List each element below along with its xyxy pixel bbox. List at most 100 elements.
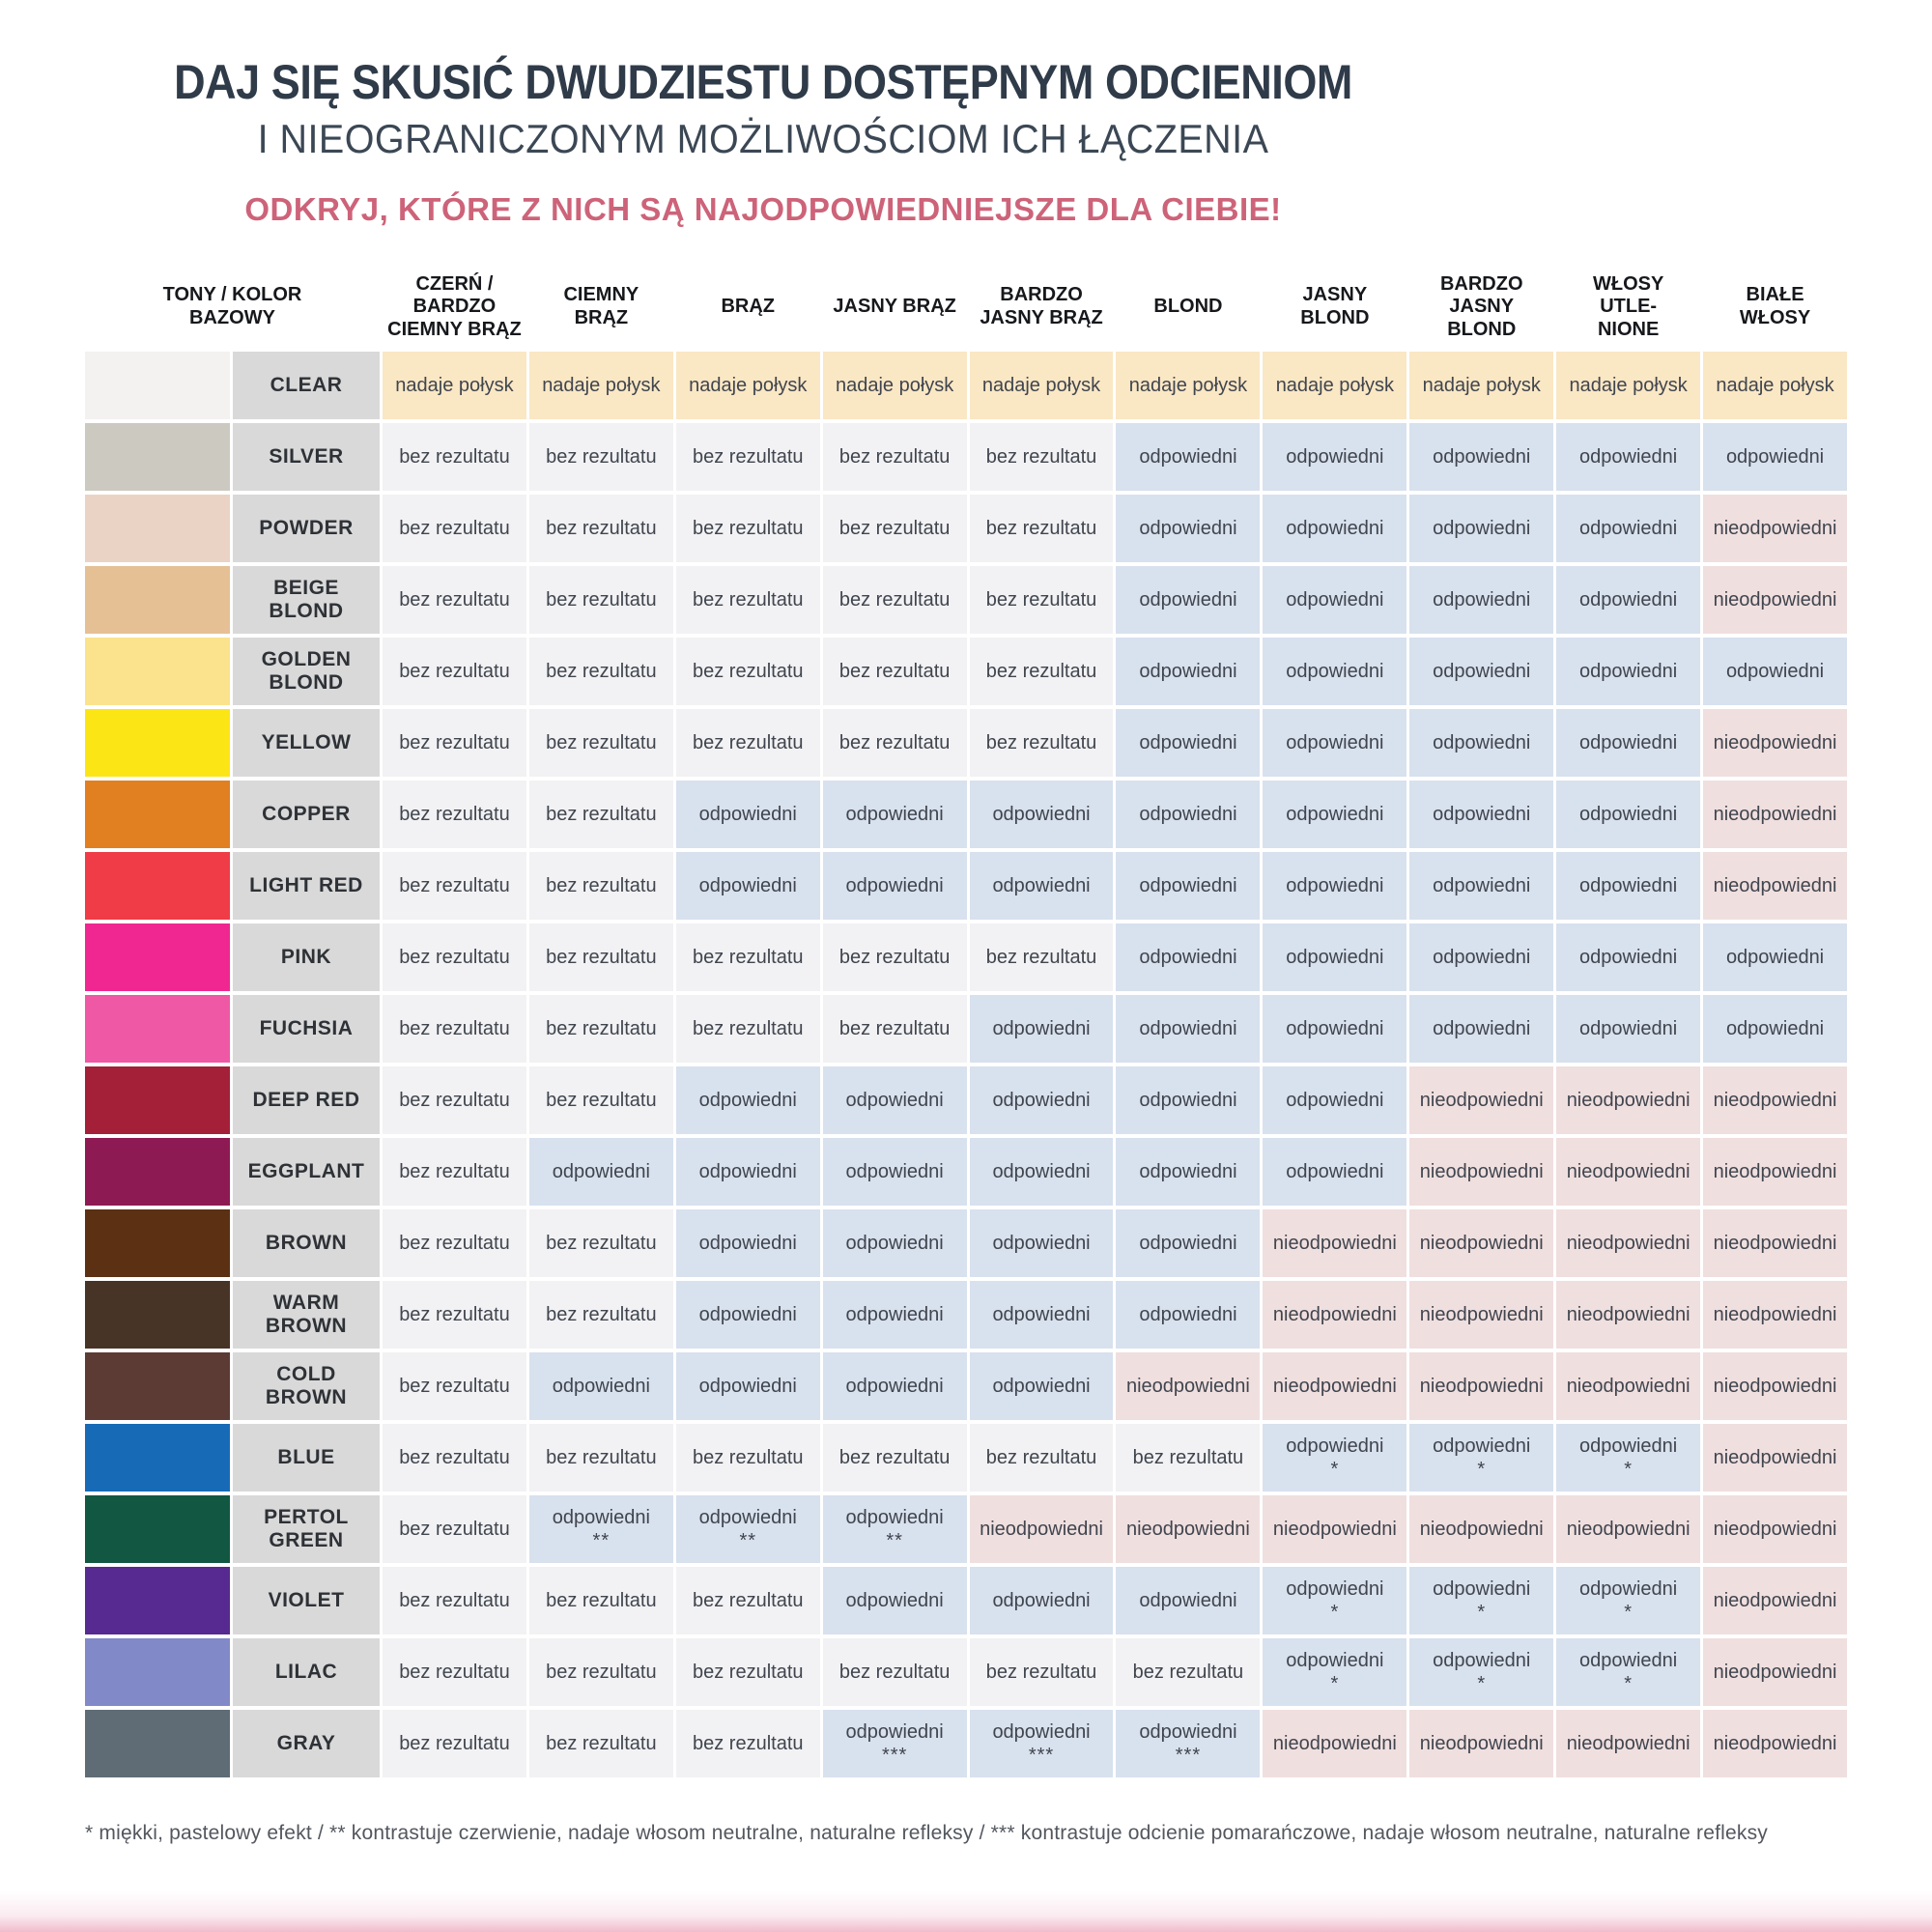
result-label: odpowiedni <box>1579 661 1678 682</box>
result-cell: odpowiedni <box>1409 781 1554 848</box>
result-label: nieodpowiedni <box>1713 1304 1837 1325</box>
result-cell: odpowiedni <box>675 1352 820 1420</box>
result-label: bez rezultatu <box>399 947 510 968</box>
tone-swatch <box>85 1209 230 1277</box>
result-label: odpowiedni <box>1139 1233 1237 1254</box>
result-cell: nieodpowiedni <box>1409 1281 1554 1349</box>
result-cell: bez rezultatu <box>383 566 526 634</box>
result-cell: bez rezultatu <box>675 1567 820 1634</box>
result-label: bez rezultatu <box>692 589 804 611</box>
result-label: bez rezultatu <box>546 1304 657 1325</box>
result-cell: odpowiedni <box>822 1352 967 1420</box>
result-label: bez rezultatu <box>546 1233 657 1254</box>
result-label: bez rezultatu <box>1132 1447 1244 1468</box>
result-cell: odpowiedni <box>1409 923 1554 991</box>
tone-name: POWDER <box>233 495 380 562</box>
result-label: odpowiedni <box>1286 589 1384 611</box>
result-label: nieodpowiedni <box>1713 1161 1837 1182</box>
result-label: bez rezultatu <box>399 1447 510 1468</box>
result-cell: bez rezultatu <box>969 566 1114 634</box>
tone-name: LILAC <box>233 1638 380 1706</box>
result-cell: odpowiedni <box>675 852 820 920</box>
result-cell: bez rezultatu <box>528 495 673 562</box>
result-cell: bez rezultatu <box>969 638 1114 705</box>
result-cell: nieodpowiedni <box>1409 1138 1554 1206</box>
result-cell: bez rezultatu <box>528 923 673 991</box>
tone-name: GOLDEN BLOND <box>233 638 380 705</box>
result-cell: odpowiedni <box>1116 1138 1261 1206</box>
result-label: odpowiedni <box>1139 1590 1237 1611</box>
result-cell: odpowiedni <box>822 1281 967 1349</box>
result-label: odpowiedni <box>1433 1650 1531 1671</box>
result-cell: odpowiedni <box>1263 638 1407 705</box>
result-cell: nieodpowiedni <box>1556 1066 1701 1134</box>
result-cell: odpowiedni <box>1703 995 1847 1063</box>
result-cell: bez rezultatu <box>528 638 673 705</box>
result-cell: odpowiedni ** <box>675 1495 820 1563</box>
page-subtitle: I NIEOGRANICZONYM MOŻLIWOŚCIOM ICH ŁĄCZE… <box>257 116 1269 161</box>
result-cell: odpowiedni <box>1116 852 1261 920</box>
result-label: odpowiedni <box>1433 875 1531 896</box>
bottom-accent-bar <box>0 1891 1932 1932</box>
result-cell: odpowiedni <box>528 1138 673 1206</box>
tone-swatch <box>85 1281 230 1349</box>
result-cell: bez rezultatu <box>383 1138 526 1206</box>
result-label: nieodpowiedni <box>980 1519 1103 1540</box>
column-header-1: CZERŃ / BARDZO CIEMNY BRĄZ <box>383 267 526 348</box>
result-label: nieodpowiedni <box>1713 1447 1837 1468</box>
result-label: odpowiedni <box>1286 947 1384 968</box>
tone-swatch <box>85 1352 230 1420</box>
result-cell: nieodpowiedni <box>1409 1352 1554 1420</box>
result-label: nadaje połysk <box>542 375 661 396</box>
result-label: nieodpowiedni <box>1713 732 1837 753</box>
result-label: nieodpowiedni <box>1419 1376 1544 1397</box>
result-cell: bez rezultatu <box>822 566 967 634</box>
result-label: odpowiedni <box>698 804 797 825</box>
result-footnote-marker: *** <box>881 1745 908 1766</box>
result-label: odpowiedni <box>1579 947 1678 968</box>
result-label: bez rezultatu <box>985 732 1097 753</box>
result-cell: odpowiedni <box>822 1567 967 1634</box>
result-cell: bez rezultatu <box>528 1209 673 1277</box>
page-tagline: ODKRYJ, KTÓRE Z NICH SĄ NAJODPOWIEDNIEJS… <box>244 191 1282 227</box>
tone-swatch <box>85 1066 230 1134</box>
result-cell: nieodpowiedni <box>1556 1209 1701 1277</box>
result-cell: nadaje połysk <box>675 352 820 419</box>
result-label: bez rezultatu <box>546 1590 657 1611</box>
result-cell: bez rezultatu <box>383 1352 526 1420</box>
tone-swatch <box>85 1495 230 1563</box>
tone-name: SILVER <box>233 423 380 491</box>
result-cell: bez rezultatu <box>822 1424 967 1492</box>
result-label: odpowiedni <box>845 1304 944 1325</box>
result-label: odpowiedni <box>1139 1090 1237 1111</box>
result-label: odpowiedni <box>1579 446 1678 468</box>
result-label: nieodpowiedni <box>1272 1304 1397 1325</box>
tone-name: PINK <box>233 923 380 991</box>
result-cell: odpowiedni <box>1116 1066 1261 1134</box>
result-label: odpowiedni <box>845 1233 944 1254</box>
result-label: odpowiedni <box>992 875 1091 896</box>
result-cell: odpowiedni <box>969 1352 1114 1420</box>
result-cell: odpowiedni <box>1409 566 1554 634</box>
result-label: bez rezultatu <box>546 1662 657 1683</box>
tone-name: BROWN <box>233 1209 380 1277</box>
result-label: odpowiedni <box>845 1161 944 1182</box>
result-cell: nieodpowiedni <box>1116 1352 1261 1420</box>
result-cell: bez rezultatu <box>675 1638 820 1706</box>
result-cell: bez rezultatu <box>528 1281 673 1349</box>
result-label: bez rezultatu <box>985 947 1097 968</box>
result-cell: bez rezultatu <box>675 923 820 991</box>
result-label: nadaje połysk <box>981 375 1101 396</box>
result-cell: nieodpowiedni <box>1703 1352 1847 1420</box>
result-label: nieodpowiedni <box>1566 1233 1690 1254</box>
result-cell: nieodpowiedni <box>1263 1710 1407 1777</box>
result-label: bez rezultatu <box>399 1018 510 1039</box>
tone-swatch <box>85 1638 230 1706</box>
column-header-6: BLOND <box>1116 267 1261 348</box>
result-label: nieodpowiedni <box>1272 1519 1397 1540</box>
title-block: DAJ SIĘ SKUSIĆ DWUDZIESTU DOSTĘPNYM ODCI… <box>0 0 1526 228</box>
result-label: nieodpowiedni <box>1419 1519 1544 1540</box>
result-cell: bez rezultatu <box>383 709 526 777</box>
result-cell: bez rezultatu <box>528 566 673 634</box>
result-cell: nieodpowiedni <box>1556 1352 1701 1420</box>
